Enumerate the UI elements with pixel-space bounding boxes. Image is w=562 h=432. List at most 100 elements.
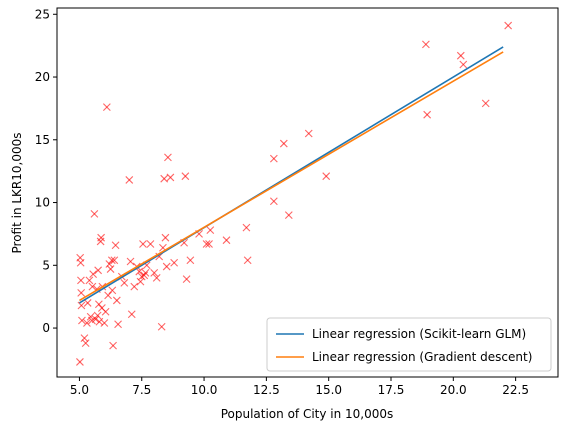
x-tick-label: 7.5 [132,383,151,397]
x-tick-label: 15.0 [315,383,342,397]
data-point [77,289,86,297]
data-point [91,315,100,324]
data-point [76,258,85,267]
data-point [222,236,231,245]
data-point [170,258,179,267]
data-point [90,209,99,218]
y-tick-label: 25 [35,7,50,21]
regression-lines [79,46,504,304]
y-axis-label: Profit in LKR10,000s [10,132,24,253]
y-tick-label: 20 [35,70,50,84]
data-point [106,265,115,273]
x-tick-label: 20.0 [440,383,467,397]
data-point [107,256,116,265]
data-point [112,296,121,305]
data-point [101,307,110,316]
data-point [242,223,251,232]
data-point [139,240,147,248]
data-point [459,60,468,69]
data-point [80,334,89,342]
data-point [141,268,150,277]
x-tick-label: 22.5 [502,383,529,397]
data-point [304,129,313,138]
data-point [243,256,252,265]
data-point [130,282,139,291]
x-tick-label: 5.0 [70,383,89,397]
data-point [97,233,106,242]
data-point [164,153,172,162]
x-tick-label: 10.0 [191,383,218,397]
data-point [120,278,129,287]
y-axis-ticks: 0 5 10 15 20 25 [35,7,57,335]
data-point [126,257,135,266]
data-point [284,211,293,219]
data-point [109,341,117,350]
data-point [423,110,432,119]
data-point [181,172,190,181]
data-point [146,240,155,248]
data-point [162,262,171,271]
y-tick-label: 15 [35,133,50,147]
data-point [125,176,134,184]
data-point [160,174,169,183]
data-point [481,99,490,108]
data-point [77,301,86,310]
data-point [85,276,94,285]
scatter-points [76,21,513,366]
data-point [77,276,85,285]
legend-box [266,317,552,372]
data-point [104,291,112,300]
data-point [166,173,175,182]
data-point [127,310,136,319]
data-point [202,240,211,248]
data-point [182,275,191,283]
data-point [114,320,122,329]
y-tick-label: 5 [42,258,50,272]
data-point [136,277,145,286]
plot-area-frame [56,7,559,378]
x-tick-label: 12.5 [253,383,280,397]
x-tick-label: 17.5 [378,383,405,397]
data-point [186,256,195,265]
y-tick-label: 10 [35,196,50,210]
data-point [111,241,120,250]
regression-line-gd [79,51,504,302]
data-point [78,316,86,325]
data-point [81,339,90,348]
data-point [157,322,166,331]
data-point [322,172,331,181]
data-point [105,260,114,268]
data-point [88,282,97,291]
data-point [150,268,159,277]
regression-line-sklearn [79,46,504,304]
y-tick-label: 0 [42,321,50,335]
data-point [93,311,102,320]
data-point [108,286,117,295]
data-point [504,21,513,30]
data-point [279,139,288,148]
data-point [89,270,98,278]
data-point [102,103,111,112]
data-point [456,51,465,60]
data-point [94,266,103,275]
data-point [83,319,91,327]
data-point [152,273,161,282]
x-axis-label: Population of City in 10,000s [221,407,394,421]
data-point [76,358,84,366]
data-point [135,267,144,276]
data-point [110,256,119,265]
data-point [269,197,278,206]
legend-label-sklearn: Linear regression (Scikit-learn GLM) [312,327,526,341]
x-axis-ticks: 5.0 7.5 10.0 12.5 15.0 17.5 20.0 22.5 [70,377,529,397]
data-point [83,299,92,307]
data-point [422,40,430,49]
legend-label-gd: Linear regression (Gradient descent) [312,350,532,364]
data-point [269,154,278,163]
data-point [100,319,109,327]
data-point [95,317,104,326]
data-point [161,233,170,242]
legend: Linear regression (Scikit-learn GLM) Lin… [266,317,552,372]
data-point [206,226,215,235]
data-point [205,240,213,248]
